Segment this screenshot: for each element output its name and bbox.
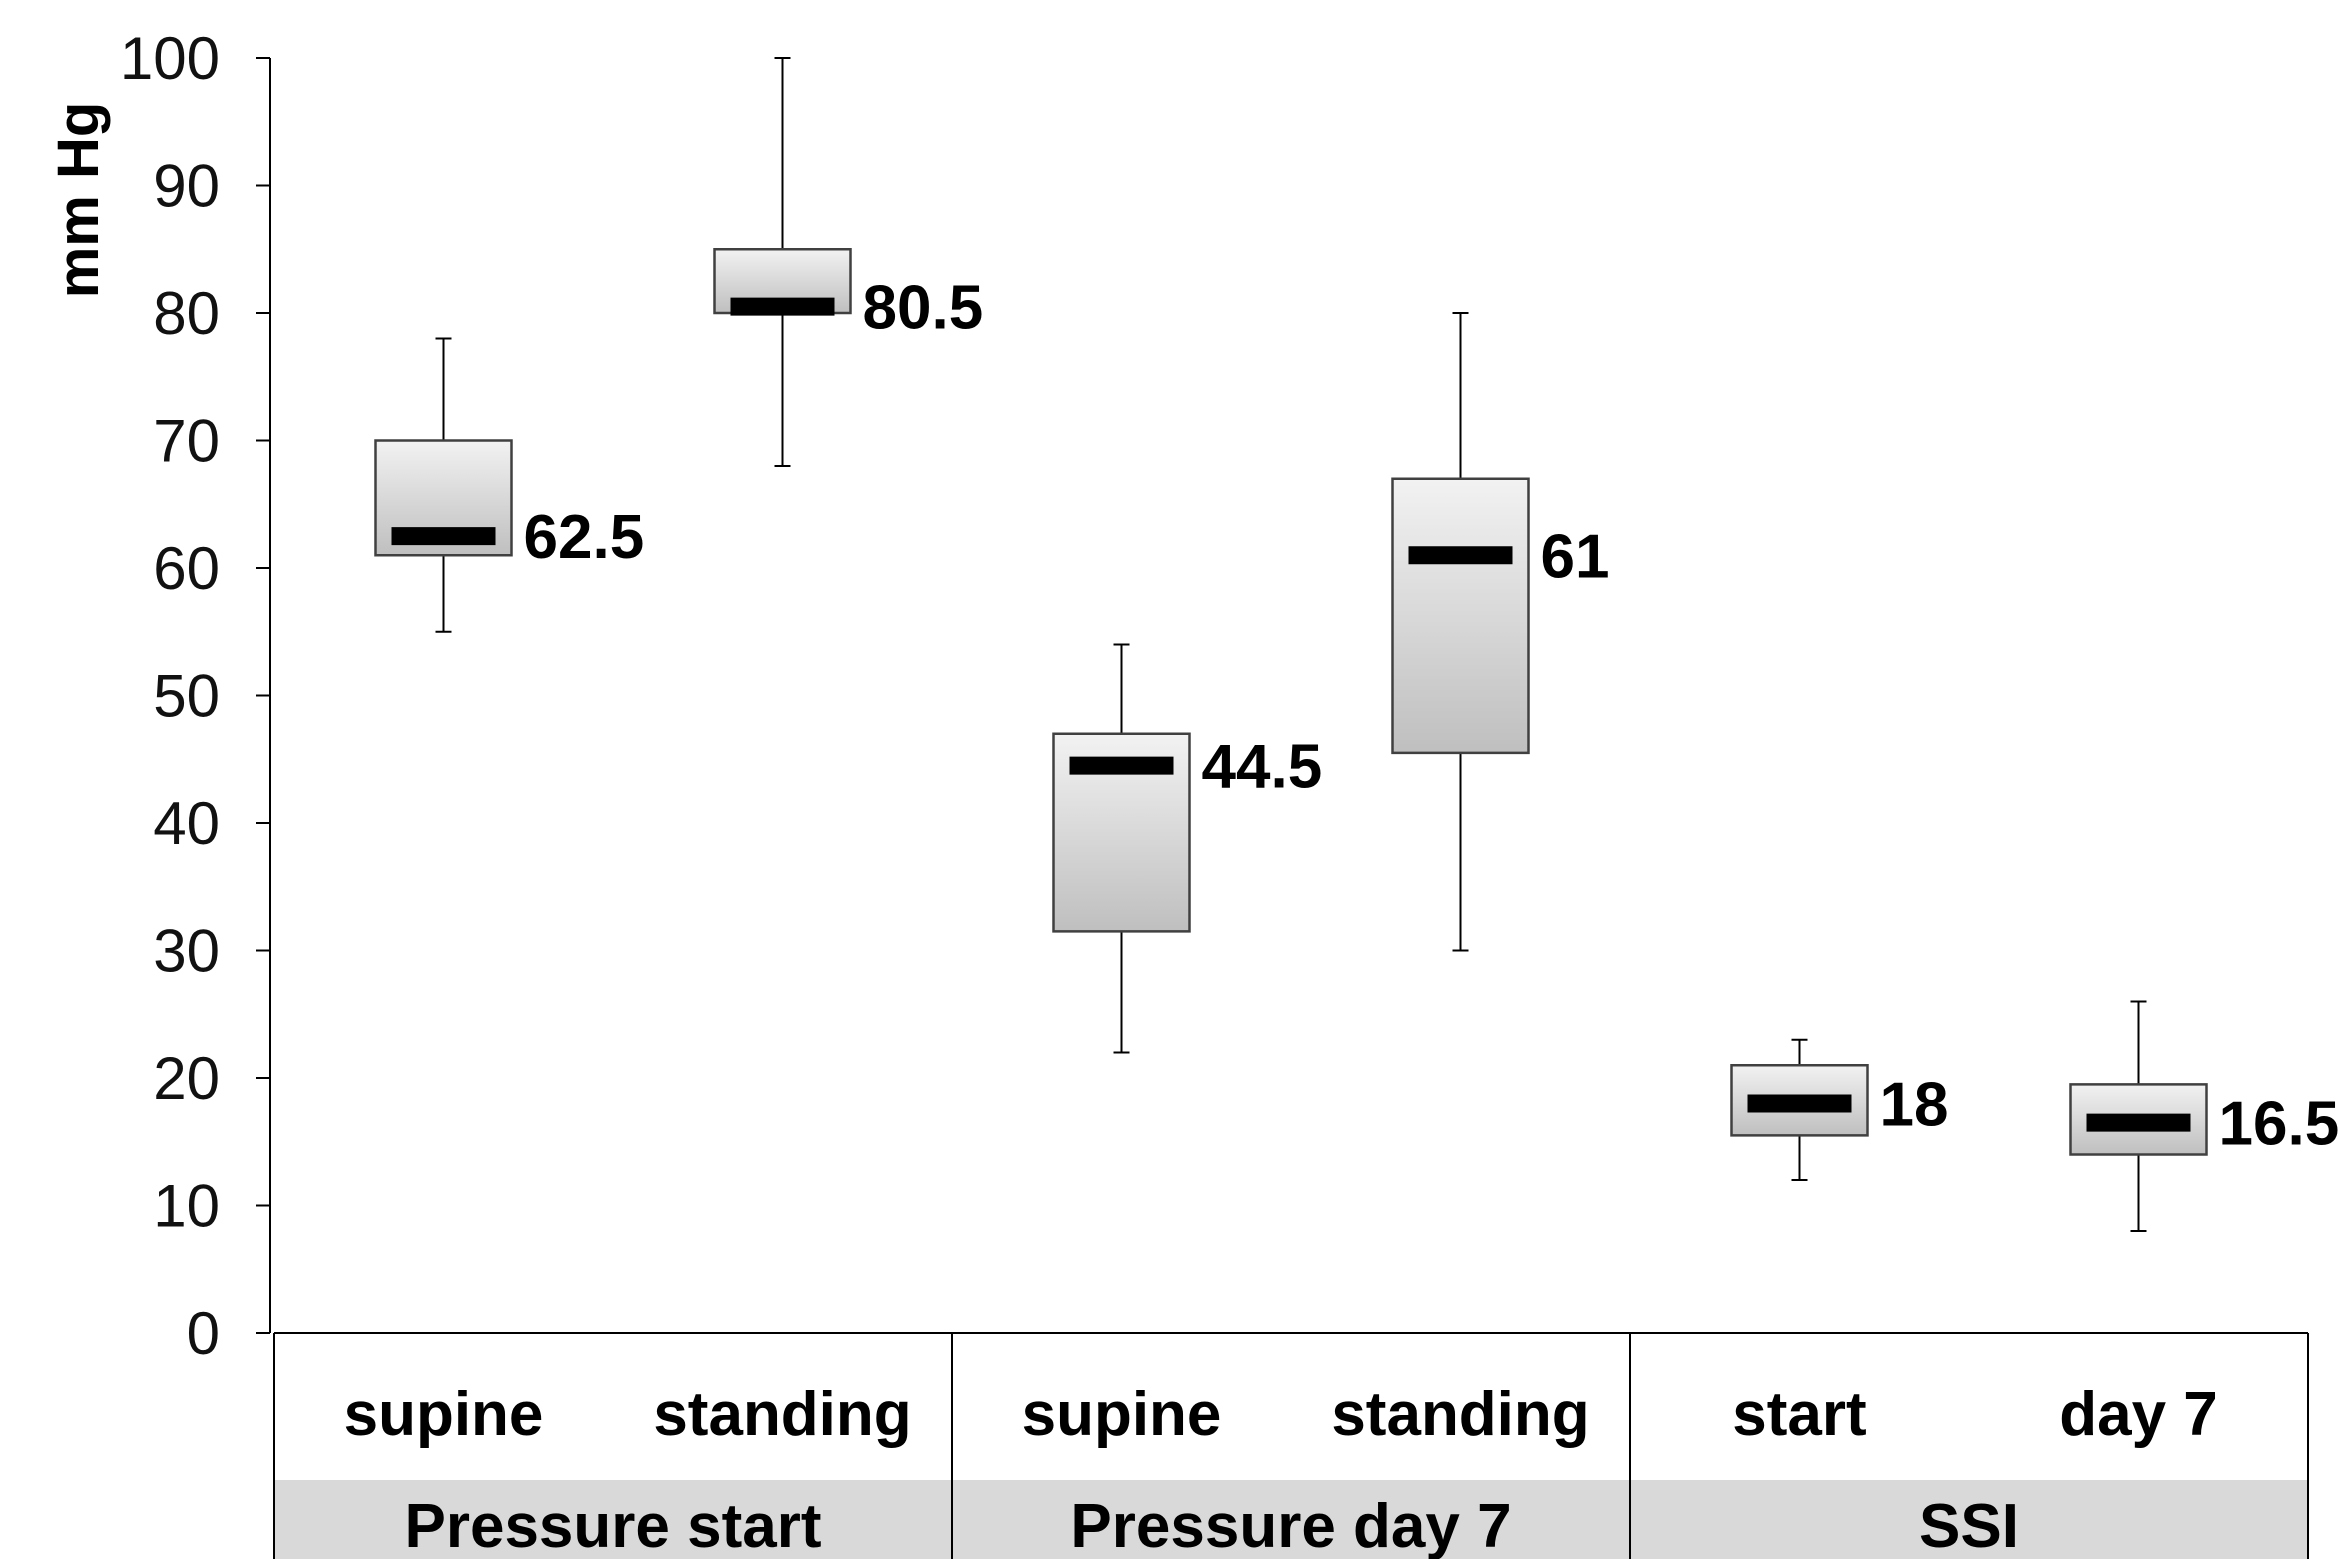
median-value-label: 62.5 <box>524 503 645 572</box>
median-bar <box>1747 1094 1852 1113</box>
y-tick-label: 60 <box>153 535 220 602</box>
boxes: 62.5 80.5 44.5 61 18 16.5 <box>374 57 2338 1232</box>
group-label: Pressure day 7 <box>1070 1492 1511 1559</box>
median-value-label: 61 <box>1541 522 1610 591</box>
median-bar <box>1408 546 1513 565</box>
category-label: standing <box>1331 1380 1589 1449</box>
y-tick-label: 0 <box>187 1300 220 1367</box>
y-tick-label: 70 <box>153 408 220 475</box>
group-label: SSI <box>1919 1492 2019 1559</box>
y-tick-label: 90 <box>153 153 220 220</box>
median-bar <box>391 527 496 546</box>
group-label: Pressure start <box>404 1492 821 1559</box>
y-tick-label: 100 <box>120 25 220 92</box>
median-value-label: 16.5 <box>2219 1090 2338 1159</box>
category-table: Pressure start supine standing Pressure day… <box>273 1332 2309 1559</box>
category-label: supine <box>1022 1380 1222 1449</box>
y-tick-label: 10 <box>153 1173 220 1240</box>
y-axis-label: mm Hg <box>46 102 111 299</box>
category-label: standing <box>653 1380 911 1449</box>
median-value-label: 18 <box>1880 1071 1949 1140</box>
median-bar <box>1069 756 1174 775</box>
y-tick-label: 30 <box>153 918 220 985</box>
y-tick-label: 20 <box>153 1045 220 1112</box>
y-tick-label: 80 <box>153 280 220 347</box>
category-label: supine <box>344 1380 544 1449</box>
group-band <box>274 1480 2308 1559</box>
category-label: start <box>1732 1380 1866 1449</box>
iqr-box <box>1391 477 1530 755</box>
median-bar <box>2086 1113 2191 1132</box>
y-axis: 0 10 20 30 40 50 60 70 80 90 100 <box>120 25 271 1367</box>
median-value-label: 44.5 <box>1202 733 1323 802</box>
y-tick-label: 40 <box>153 790 220 857</box>
category-label: day 7 <box>2059 1380 2218 1449</box>
y-tick-label: 50 <box>153 663 220 730</box>
median-bar <box>730 297 835 316</box>
median-value-label: 80.5 <box>863 274 984 343</box>
